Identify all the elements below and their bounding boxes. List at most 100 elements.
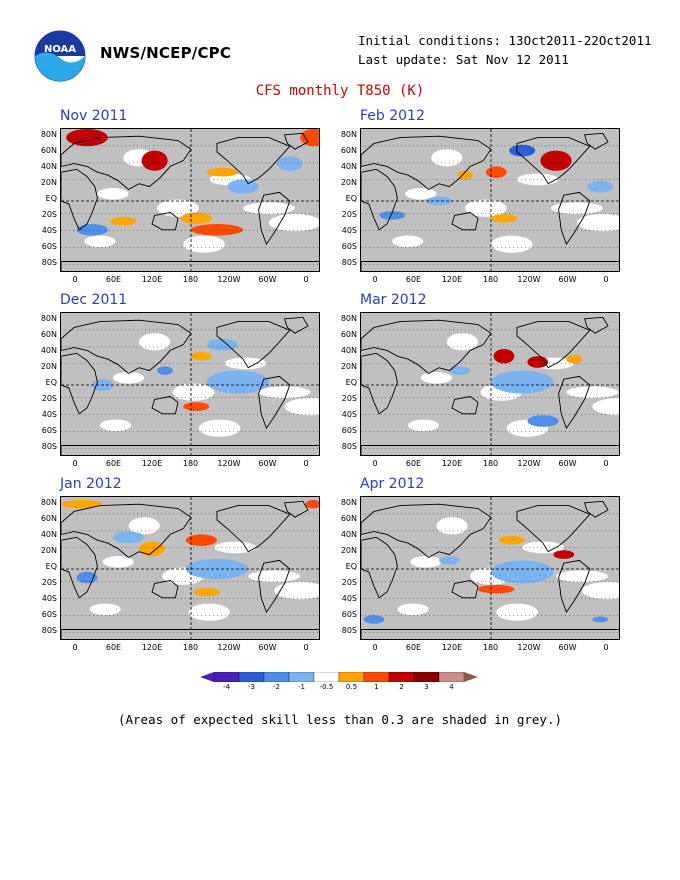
lat-tick-label: 20N xyxy=(340,546,357,555)
lon-tick-label: 0 xyxy=(372,643,378,652)
lon-tick-label: 180 xyxy=(482,643,499,652)
anomaly-region xyxy=(300,129,319,147)
lon-tick-label: 0 xyxy=(303,459,309,468)
coastline xyxy=(61,261,319,271)
anomaly-region xyxy=(509,144,536,157)
coastline xyxy=(284,316,309,334)
initial-conditions: Initial conditions: 13Oct2011-22Oct2011 xyxy=(358,33,652,48)
lon-tick-label: 0 xyxy=(372,275,378,284)
lon-tick-label: 120W xyxy=(517,643,541,652)
neutral-patch xyxy=(420,372,452,384)
lon-tick-label: 120E xyxy=(441,643,463,652)
neutral-patch xyxy=(128,517,160,535)
panel-title: Feb 2012 xyxy=(360,108,425,124)
anomaly-region xyxy=(191,224,243,236)
lat-tick-label: 20S xyxy=(341,394,357,403)
coastline xyxy=(361,503,492,559)
coastline xyxy=(61,319,192,375)
neutral-patch xyxy=(157,199,199,217)
anomaly-region xyxy=(566,354,582,364)
lon-tick-label: 120W xyxy=(217,459,241,468)
colorbar-cell xyxy=(438,672,465,682)
lat-tick-label: 80S xyxy=(41,626,57,635)
lat-tick-label: 40N xyxy=(340,346,357,355)
coastline xyxy=(451,580,479,599)
coastline xyxy=(451,396,479,415)
neutral-patch xyxy=(89,603,121,616)
coastline xyxy=(61,503,192,559)
lon-tick-label: 60W xyxy=(258,643,277,652)
neutral-patch xyxy=(284,398,319,416)
anomaly-region xyxy=(491,370,554,394)
neutral-patch xyxy=(84,235,116,248)
noaa-logo-icon: NOAA xyxy=(34,30,86,82)
lon-tick-label: 0 xyxy=(603,643,609,652)
anomaly-region xyxy=(61,499,103,509)
anomaly-region xyxy=(305,499,319,509)
colorbar-right-arrow xyxy=(464,672,478,682)
coastline xyxy=(61,445,319,455)
lon-tick-label: 60W xyxy=(558,459,577,468)
lon-tick-label: 120E xyxy=(141,275,163,284)
neutral-patch xyxy=(410,556,442,568)
lat-tick-label: EQ xyxy=(45,562,57,571)
colorbar-left-arrow xyxy=(200,672,214,682)
agency-label: NWS/NCEP/CPC xyxy=(100,44,232,62)
colorbar-label: -2 xyxy=(273,683,280,691)
lat-tick-label: 80S xyxy=(341,258,357,267)
lon-tick-label: 60E xyxy=(405,275,422,284)
colorbar-cell xyxy=(263,672,290,682)
neutral-patch xyxy=(269,214,319,232)
coastline xyxy=(361,536,398,599)
coastline xyxy=(361,261,619,271)
neutral-patch xyxy=(102,556,134,568)
neutral-patch xyxy=(214,541,256,554)
lon-tick-label: 180 xyxy=(182,459,199,468)
neutral-patch xyxy=(465,199,507,217)
lat-tick-label: EQ xyxy=(45,194,57,203)
coastline xyxy=(516,505,591,553)
panel-title: Nov 2011 xyxy=(60,108,128,124)
map-canvas xyxy=(61,497,319,639)
coastline xyxy=(61,629,319,639)
colorbar-label: 0.5 xyxy=(345,683,358,691)
neutral-patch xyxy=(407,419,439,432)
coastline xyxy=(61,168,98,231)
anomaly-map xyxy=(360,312,620,456)
map-canvas xyxy=(361,129,619,271)
lat-tick-label: 60N xyxy=(340,514,357,523)
anomaly-region xyxy=(363,615,385,624)
lon-tick-label: 0 xyxy=(72,643,78,652)
anomaly-region xyxy=(491,214,517,223)
panel-title: Mar 2012 xyxy=(360,292,427,308)
lat-tick-label: 60S xyxy=(41,426,57,435)
lat-tick-label: 20N xyxy=(340,362,357,371)
coastline xyxy=(558,375,591,430)
neutral-patch xyxy=(248,570,301,582)
map-canvas xyxy=(361,497,619,639)
coastline xyxy=(361,319,492,375)
lat-tick-label: 60S xyxy=(341,242,357,251)
coastline xyxy=(61,135,192,191)
neutral-patch xyxy=(522,541,564,554)
lat-tick-label: 80N xyxy=(340,130,357,139)
neutral-patch xyxy=(392,235,424,248)
anomaly-region xyxy=(206,370,269,394)
lat-tick-label: 80S xyxy=(41,442,57,451)
colorbar-label: -4 xyxy=(223,683,230,691)
anomaly-region xyxy=(379,211,406,220)
lat-tick-label: 60S xyxy=(41,242,57,251)
anomaly-map xyxy=(60,312,320,456)
lat-tick-label: 40S xyxy=(41,410,57,419)
anomaly-region xyxy=(110,216,137,226)
anomaly-region xyxy=(180,212,212,225)
neutral-patch xyxy=(550,202,603,214)
neutral-patch xyxy=(198,419,241,437)
anomaly-region xyxy=(491,560,554,584)
lon-tick-label: 60E xyxy=(405,459,422,468)
lat-tick-label: 80S xyxy=(341,442,357,451)
map-canvas xyxy=(61,313,319,455)
coastline xyxy=(584,316,609,334)
lon-tick-label: 180 xyxy=(182,275,199,284)
anomaly-region xyxy=(449,366,471,375)
